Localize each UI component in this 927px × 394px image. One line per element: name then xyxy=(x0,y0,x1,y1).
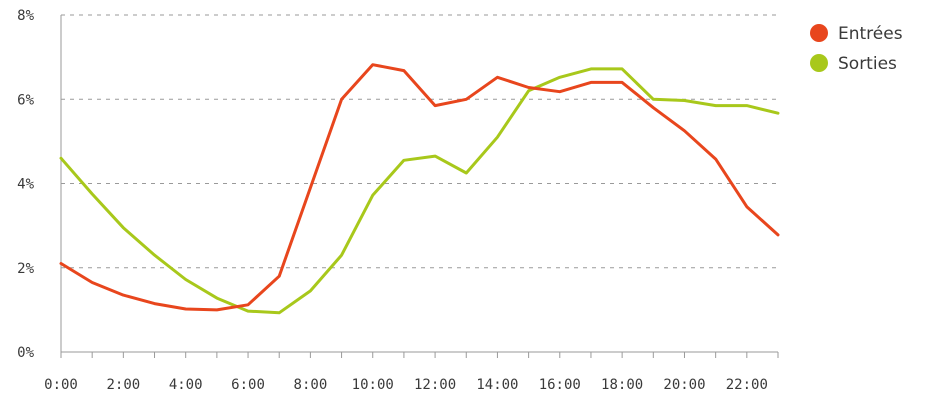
x-tick-label: 18:00 xyxy=(601,377,643,393)
y-tick-label: 0% xyxy=(17,345,34,361)
x-tick-label: 10:00 xyxy=(352,377,394,393)
series-line-sorties xyxy=(59,67,780,315)
legend-label: Entrées xyxy=(838,24,903,44)
x-tick-label: 6:00 xyxy=(231,377,265,393)
legend: Entrées Sorties xyxy=(810,24,903,74)
y-tick-label: 6% xyxy=(17,92,34,108)
series-lines xyxy=(59,63,780,315)
series-line-entrees xyxy=(59,63,780,312)
y-tick-label: 4% xyxy=(17,177,34,193)
y-tick-label: 2% xyxy=(17,261,34,277)
axes: 0% 2% 4% 6% 8% 0:00 2:00 4:00 6:00 8:00 10:00 12:00… xyxy=(17,8,779,393)
grid-lines xyxy=(61,14,778,269)
x-tick-label: 4:00 xyxy=(169,377,203,393)
x-tick-label: 8:00 xyxy=(294,377,328,393)
x-tick-label: 14:00 xyxy=(476,377,518,393)
x-tick-label: 16:00 xyxy=(539,377,581,393)
legend-marker xyxy=(810,24,828,42)
x-tick-label: 20:00 xyxy=(663,377,705,393)
legend-marker xyxy=(810,54,828,72)
x-tick-label: 2:00 xyxy=(106,377,140,393)
x-tick-label: 0:00 xyxy=(44,377,78,393)
legend-label: Sorties xyxy=(838,54,897,74)
x-tick-label: 22:00 xyxy=(726,377,768,393)
y-tick-label: 8% xyxy=(17,8,34,24)
x-tick-label: 12:00 xyxy=(414,377,456,393)
